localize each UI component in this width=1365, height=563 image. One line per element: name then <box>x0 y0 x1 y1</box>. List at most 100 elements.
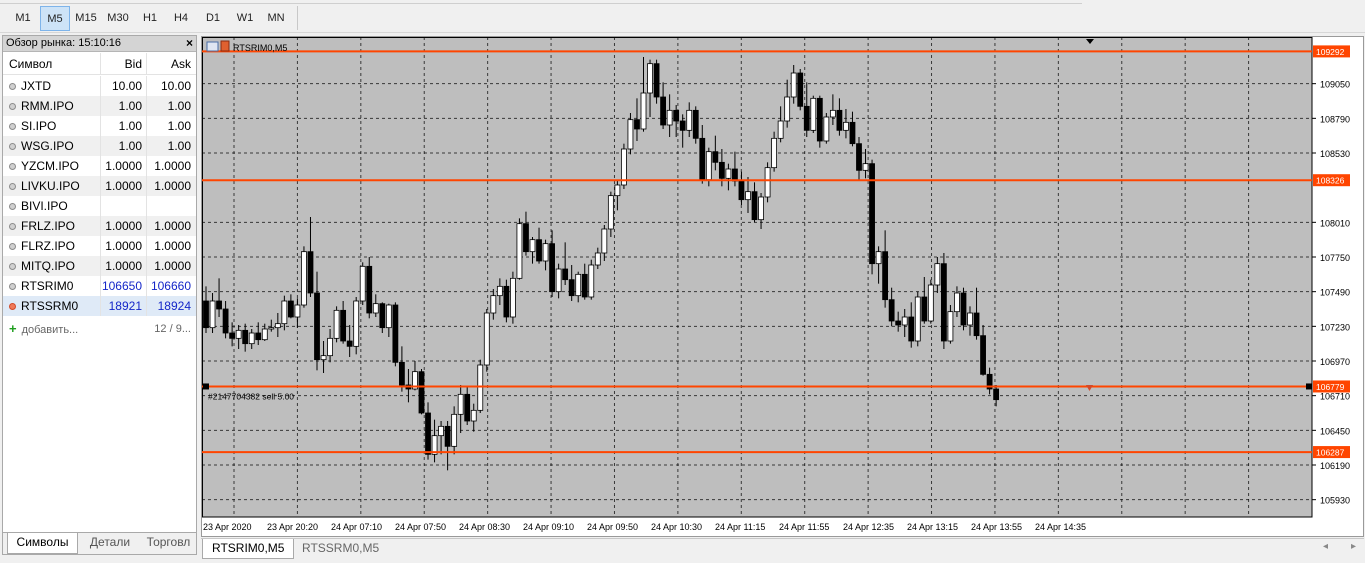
candle-body <box>248 332 255 345</box>
candle-body <box>235 329 242 339</box>
candle-body <box>771 137 778 169</box>
timeframe-button-d1[interactable]: D1 <box>205 12 221 24</box>
candle-body <box>607 195 614 230</box>
candle-body <box>745 191 751 201</box>
candle-body <box>392 304 399 363</box>
status-dot-icon <box>9 263 16 270</box>
tab-scroll-right-icon[interactable]: ▸ <box>1351 541 1357 552</box>
column-header-ask[interactable]: Ask <box>146 53 196 75</box>
candle-body <box>209 300 216 329</box>
symbol-row[interactable]: JXTD 10.00 10.00 <box>3 76 196 96</box>
level-price-tag <box>1313 45 1350 58</box>
ask-cell: 1.0000 <box>146 176 196 196</box>
status-dot-icon <box>9 183 16 190</box>
chart-tab-bar: RTSRIM0,M5 RTSSRM0,M5 ◂ ▸ <box>201 538 1364 559</box>
close-icon[interactable]: × <box>185 36 193 50</box>
symbol-row[interactable]: RTSSRM0 18921 18924 <box>3 296 196 316</box>
candle-body <box>581 273 588 298</box>
order-label: #2147704382 sell 5.00 <box>208 391 294 401</box>
candle-body <box>816 97 823 142</box>
candle-body <box>418 371 425 414</box>
candle-body <box>451 413 458 447</box>
chart-window[interactable]: 109050 108790 108530 108010 107750 107490 1072… <box>201 36 1364 537</box>
symbol-row[interactable]: FLRZ.IPO 1.0000 1.0000 <box>3 236 196 256</box>
time-tick-label: 24 Apr 11:15 <box>715 522 765 532</box>
symbol-name: RTSSRM0 <box>21 299 79 313</box>
column-header-bid[interactable]: Bid <box>100 53 146 75</box>
candle-body <box>784 96 791 122</box>
candle-body <box>594 252 601 266</box>
price-tick-label: 106450 <box>1320 426 1350 436</box>
tab-chart-rtssrm0[interactable]: RTSSRM0,M5 <box>302 541 380 555</box>
symbol-name: WSG.IPO <box>21 139 74 153</box>
status-dot-icon <box>9 223 16 230</box>
time-tick-label: 24 Apr 09:10 <box>523 522 574 532</box>
symbol-row[interactable]: LIVKU.IPO 1.0000 1.0000 <box>3 176 196 196</box>
tab-chart-rtsrim0[interactable]: RTSRIM0,M5 <box>202 539 295 559</box>
symbol-name: LIVKU.IPO <box>21 179 80 193</box>
chart-background <box>202 37 1363 536</box>
tab-scroll-left-icon[interactable]: ◂ <box>1323 541 1329 552</box>
ask-cell: 1.0000 <box>146 256 196 276</box>
status-dot-icon <box>9 163 16 170</box>
order-line-handle-right[interactable] <box>1306 383 1312 390</box>
timeframe-button-m30[interactable]: M30 <box>107 12 129 24</box>
add-symbol-row[interactable]: + добавить... 12 / 9... <box>3 319 196 339</box>
candle-body <box>549 243 555 293</box>
timeframe-button-mn[interactable]: MN <box>267 12 285 24</box>
bid-cell: 1.0000 <box>100 256 146 276</box>
candle-body <box>438 425 444 437</box>
candle-body <box>229 332 236 339</box>
price-chart[interactable]: 109050 108790 108530 108010 107750 107490 1072… <box>202 37 1363 536</box>
candle-body <box>385 304 392 329</box>
timeframe-button-w1[interactable]: W1 <box>236 12 254 24</box>
timeframe-button-m1[interactable]: M1 <box>15 12 31 24</box>
timeframe-button-m15[interactable]: M15 <box>75 12 97 24</box>
candle-body <box>203 300 209 329</box>
candle-body <box>340 309 347 342</box>
tab-details[interactable]: Детали <box>89 535 131 549</box>
candle-body <box>647 63 653 94</box>
candle-body <box>849 121 856 145</box>
symbol-row[interactable]: SI.IPO 1.00 1.00 <box>3 116 196 136</box>
time-tick-label: 24 Apr 13:15 <box>907 522 958 532</box>
chart-shift-marker-icon[interactable] <box>1086 39 1094 44</box>
timeframe-button-h4[interactable]: H4 <box>173 12 189 24</box>
candle-body <box>914 296 921 342</box>
price-tick-label: 108010 <box>1320 218 1350 228</box>
candle-body <box>327 337 333 357</box>
bid-cell: 18921 <box>100 296 146 316</box>
add-symbol-label[interactable]: добавить... <box>21 324 79 336</box>
symbol-cell: BIVI.IPO <box>3 196 100 216</box>
candle-body <box>457 393 464 415</box>
candle-body <box>516 223 523 279</box>
arrow-down-icon <box>9 303 16 310</box>
timeframe-button-m5[interactable]: M5 <box>40 6 70 31</box>
candle-body <box>843 121 849 131</box>
tab-trading[interactable]: Торговл <box>146 535 191 549</box>
ask-cell: 18924 <box>146 296 196 316</box>
order-line-handle-left[interactable] <box>203 383 209 390</box>
candle-body <box>777 120 784 139</box>
column-header-symbol[interactable]: Символ <box>9 57 53 71</box>
symbol-row[interactable]: MITQ.IPO 1.0000 1.0000 <box>3 256 196 276</box>
candle-body <box>738 180 745 201</box>
price-tick-label: 107230 <box>1320 322 1350 332</box>
symbol-row[interactable]: RMM.IPO 1.00 1.00 <box>3 96 196 116</box>
ask-cell: 106660 <box>146 276 196 296</box>
candle-body <box>216 300 222 310</box>
timeframe-button-h1[interactable]: H1 <box>142 12 158 24</box>
price-tick-label: 107490 <box>1320 288 1350 298</box>
tab-symbols[interactable]: Символы <box>7 533 78 554</box>
symbol-row[interactable]: YZCM.IPO 1.0000 1.0000 <box>3 156 196 176</box>
candle-body <box>503 285 510 318</box>
symbol-row[interactable]: RTSRIM0 106650 106660 <box>3 276 196 296</box>
candle-body <box>320 355 327 361</box>
candle-body <box>764 167 771 198</box>
symbol-row[interactable]: BIVI.IPO <box>3 196 196 216</box>
symbol-row[interactable]: FRLZ.IPO 1.0000 1.0000 <box>3 216 196 236</box>
symbol-row[interactable]: WSG.IPO 1.00 1.00 <box>3 136 196 156</box>
symbol-cell: MITQ.IPO <box>3 256 100 276</box>
candle-body <box>398 361 405 386</box>
market-watch-header: Символ Bid Ask <box>3 53 196 75</box>
